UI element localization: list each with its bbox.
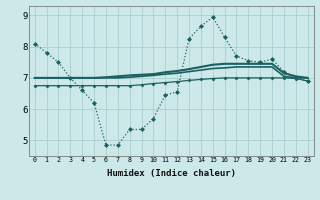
X-axis label: Humidex (Indice chaleur): Humidex (Indice chaleur) [107,169,236,178]
